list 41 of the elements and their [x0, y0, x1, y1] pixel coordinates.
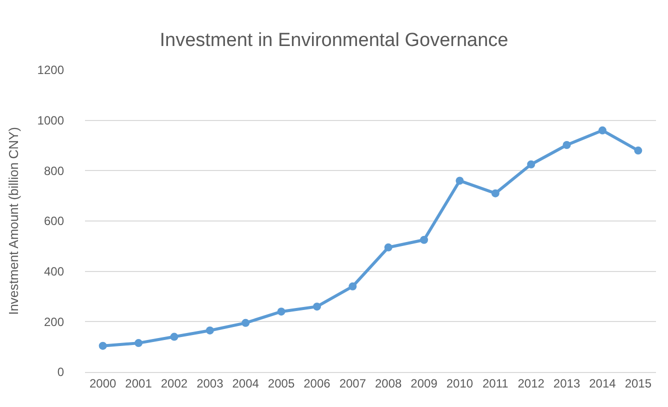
y-tick-label: 1000 [37, 114, 64, 128]
point [348, 282, 357, 290]
point [277, 308, 286, 316]
point [170, 332, 178, 341]
x-tick-label: 2011 [482, 376, 509, 390]
y-tick-label: 600 [44, 214, 64, 228]
x-tick-label: 2009 [410, 376, 438, 390]
x-tick-label: 2010 [446, 376, 474, 390]
x-tick-label: 2008 [374, 376, 402, 390]
point [562, 141, 571, 149]
point [206, 326, 214, 334]
point [456, 176, 464, 185]
point [384, 243, 392, 252]
y-tick-label: 0 [57, 365, 64, 380]
point [598, 126, 606, 134]
point [527, 160, 536, 168]
x-tick-label: 2006 [304, 376, 331, 390]
y-tick-label: 800 [44, 164, 64, 178]
y-tick-label: 400 [44, 264, 64, 279]
point [242, 318, 250, 327]
y-tick-label: 1200 [37, 63, 64, 78]
x-tick-label: 2013 [553, 376, 580, 390]
point [491, 189, 500, 198]
point [312, 302, 321, 311]
x-tick-label: 2004 [232, 376, 260, 390]
x-tick-label: 2001 [125, 376, 152, 390]
x-tick-label: 2015 [624, 376, 652, 390]
x-tick-label: 2005 [268, 376, 295, 390]
x-tick-label: 2003 [196, 376, 224, 390]
x-tick-label: 2007 [339, 376, 366, 390]
y-axis-title: Investment Amount (billion CNY) [6, 127, 22, 315]
x-tick-label: 2002 [160, 376, 188, 390]
chart-title: Investment in Environmental Governance [160, 30, 508, 51]
x-tick-label: 2012 [518, 376, 545, 390]
point [98, 342, 107, 350]
point [420, 236, 428, 244]
x-tick-label: 2000 [89, 376, 117, 390]
point [134, 339, 143, 348]
y-tick-label: 200 [44, 314, 64, 329]
point [634, 146, 642, 155]
x-tick-label: 2014 [589, 376, 616, 390]
